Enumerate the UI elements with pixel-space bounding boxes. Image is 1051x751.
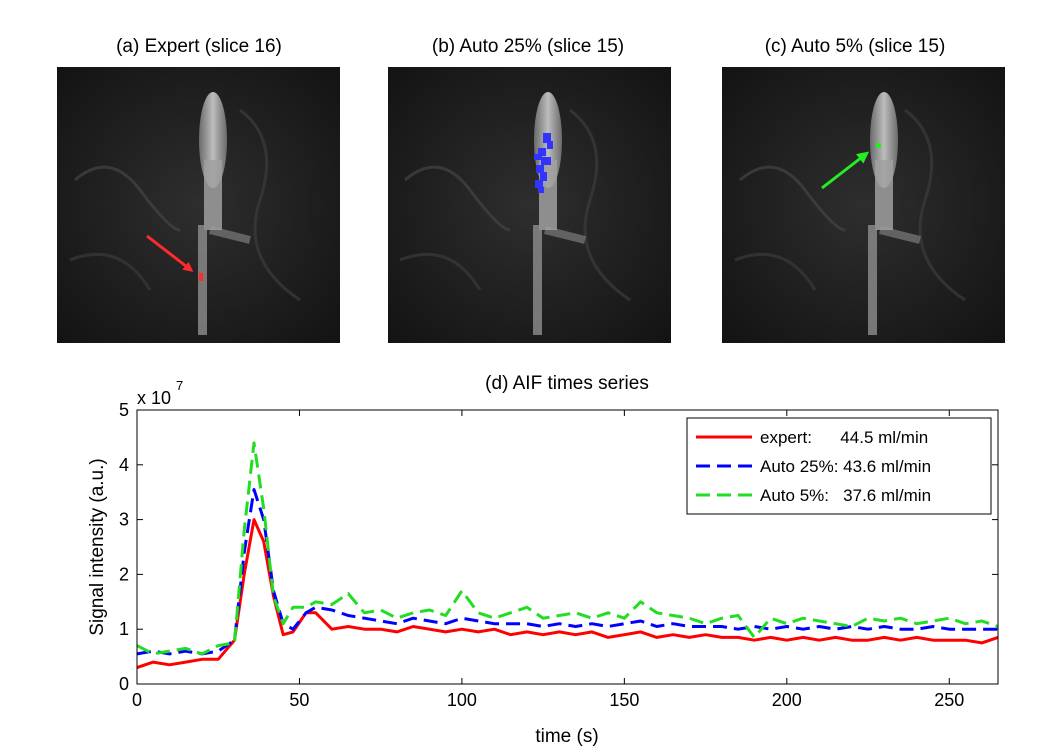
panel-c: (c) Auto 5% (slice 15) bbox=[722, 36, 1005, 343]
panel-c-title: (c) Auto 5% (slice 15) bbox=[765, 36, 946, 57]
y-tick-label: 1 bbox=[119, 619, 129, 639]
x-tick-label: 100 bbox=[447, 690, 477, 710]
panel-c-roi bbox=[876, 143, 881, 148]
y-exponent: 7 bbox=[176, 378, 183, 393]
panel-a-title: (a) Expert (slice 16) bbox=[116, 36, 282, 57]
aif-chart: (d) AIF times series x 10 7 0 50 100 150 200… bbox=[87, 373, 999, 747]
panel-b-roi bbox=[534, 133, 553, 193]
x-tick-label: 50 bbox=[289, 690, 309, 710]
x-tick-label: 150 bbox=[609, 690, 639, 710]
panel-a-arrow bbox=[146, 234, 194, 272]
x-axis-ticks: 0 50 100 150 200 250 bbox=[132, 410, 964, 710]
panel-c-arrow bbox=[821, 151, 870, 190]
y-tick-label: 4 bbox=[119, 455, 129, 475]
series-line-2 bbox=[136, 441, 999, 656]
panel-a-roi bbox=[199, 273, 203, 281]
legend-box bbox=[686, 417, 992, 515]
chart-title: (d) AIF times series bbox=[485, 373, 649, 394]
x-tick-label: 0 bbox=[132, 690, 142, 710]
plot-frame bbox=[136, 409, 999, 685]
panel-b-mri-image bbox=[388, 67, 671, 343]
y-axis-label: Signal intensity (a.u.) bbox=[87, 458, 108, 635]
panel-a: (a) Expert (slice 16) bbox=[57, 36, 340, 343]
panel-c-mri-image bbox=[722, 67, 1005, 343]
panel-b-title: (b) Auto 25% (slice 15) bbox=[432, 36, 624, 57]
legend-label-2: Auto 5%: 37.6 ml/min bbox=[760, 486, 931, 505]
y-tick-label: 0 bbox=[119, 674, 129, 694]
x-tick-label: 200 bbox=[772, 690, 802, 710]
series-line-1 bbox=[136, 488, 998, 656]
legend-label-0: expert: 44.5 ml/min bbox=[760, 428, 928, 447]
panel-b: (b) Auto 25% (slice 15) bbox=[388, 36, 671, 343]
y-multiplier: x 10 7 bbox=[137, 378, 183, 408]
series-lines bbox=[136, 441, 999, 670]
panel-a-mri-image bbox=[57, 67, 340, 343]
x-axis-label: time (s) bbox=[535, 726, 598, 747]
y-axis-ticks: 0 1 2 3 4 5 bbox=[119, 400, 998, 694]
y-tick-label: 2 bbox=[119, 564, 129, 584]
legend: expert: 44.5 ml/min Auto 25%: 43.6 ml/min… bbox=[686, 417, 992, 515]
x-tick-label: 250 bbox=[934, 690, 964, 710]
legend-label-1: Auto 25%: 43.6 ml/min bbox=[760, 457, 931, 476]
series-line-0 bbox=[136, 518, 999, 670]
y-tick-label: 5 bbox=[119, 400, 129, 420]
y-tick-label: 3 bbox=[119, 510, 129, 530]
